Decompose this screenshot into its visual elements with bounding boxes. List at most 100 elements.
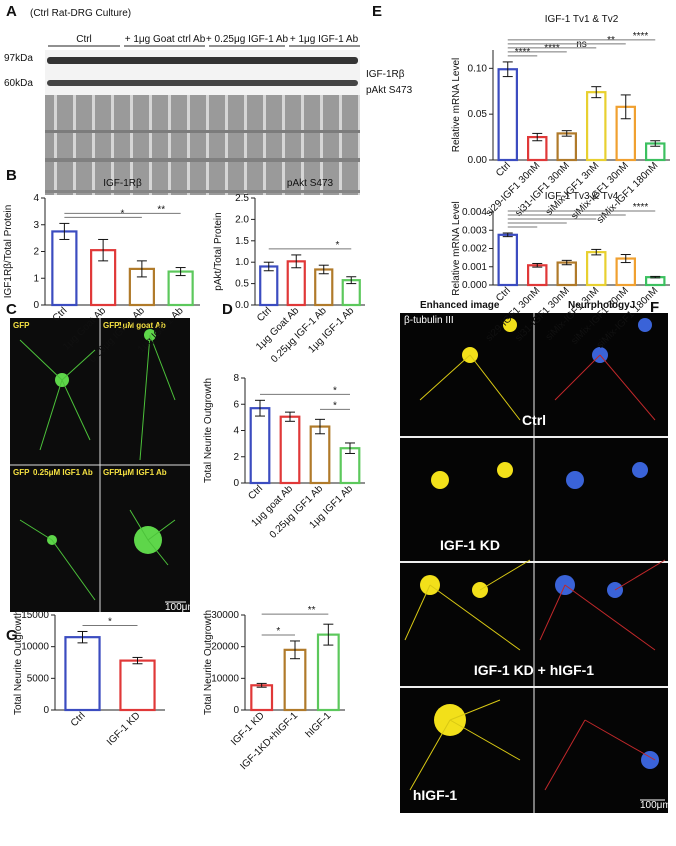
y-tick-label: 5000 bbox=[27, 673, 50, 684]
protein-stain bbox=[45, 95, 360, 195]
y-tick-label: 0.0 bbox=[235, 300, 249, 311]
bar bbox=[586, 91, 607, 162]
y-tick-label: 8 bbox=[233, 373, 239, 384]
bar bbox=[167, 270, 194, 307]
neurite bbox=[129, 509, 176, 566]
panel-letter: A bbox=[6, 3, 17, 20]
y-axis-label: pAkt/Total Protein bbox=[213, 212, 224, 290]
blot-band bbox=[47, 57, 358, 64]
image-label: GFP bbox=[13, 468, 30, 477]
neurite bbox=[19, 339, 96, 451]
y-tick-label: 3 bbox=[33, 220, 39, 231]
kda-marker: 97kDa bbox=[4, 53, 33, 64]
bar bbox=[250, 684, 274, 712]
significance-label: ** bbox=[308, 605, 316, 616]
y-tick-label: 0 bbox=[33, 300, 39, 311]
chart: Total Neurite Outgrowth 0 10000 20000 30000 I… bbox=[203, 605, 345, 772]
bar bbox=[309, 425, 331, 485]
band-label: IGF-1Rβ bbox=[366, 69, 405, 80]
panel-letter: G bbox=[6, 627, 18, 644]
significance-label: ** bbox=[157, 204, 165, 215]
y-axis-label: Relative mRNA Level bbox=[451, 201, 462, 295]
chart-title: IGF-1Rβ bbox=[103, 178, 142, 189]
neurite bbox=[139, 334, 176, 461]
band-label: pAkt S473 bbox=[366, 85, 413, 96]
y-tick-label: 0.5 bbox=[235, 279, 249, 290]
bar bbox=[556, 132, 577, 162]
y-tick-label: 2 bbox=[233, 452, 239, 463]
cell bbox=[431, 471, 449, 489]
x-tick-label: Ctrl bbox=[246, 483, 265, 502]
blot-condition: (Ctrl Rat-DRG Culture) bbox=[30, 8, 131, 19]
image-label: GFP bbox=[13, 321, 30, 330]
y-tick-label: 15000 bbox=[21, 610, 49, 621]
panel-letter: C bbox=[6, 301, 17, 318]
column-header: NeurphologyJ bbox=[568, 300, 635, 311]
y-tick-label: 0.05 bbox=[468, 109, 488, 120]
y-tick-label: 0.000 bbox=[462, 280, 487, 291]
y-axis-label: Total Neurite Outgrowth bbox=[203, 610, 214, 715]
x-tick-label: IGF-1 KD bbox=[105, 710, 143, 748]
significance-label: **** bbox=[633, 31, 649, 42]
bar bbox=[64, 636, 101, 712]
scale-bar-label: 100μm bbox=[165, 602, 196, 613]
y-tick-label: 10000 bbox=[211, 673, 239, 684]
cell bbox=[641, 751, 659, 769]
blot-group: + 1μg Goat ctrl Ab bbox=[125, 34, 206, 45]
scale-bar-label: 100μm bbox=[640, 800, 671, 811]
significance-label: **** bbox=[633, 202, 649, 213]
bar bbox=[259, 265, 279, 307]
bar bbox=[51, 230, 78, 307]
y-axis-label: Total Neurite Outgrowth bbox=[203, 378, 214, 483]
y-axis-label: Relative mRNA Level bbox=[451, 58, 462, 152]
image-label: GFP bbox=[103, 468, 120, 477]
bar bbox=[497, 233, 518, 287]
y-tick-label: 0.10 bbox=[468, 63, 488, 74]
cell bbox=[497, 462, 513, 478]
chart: Total Neurite Outgrowth 0 5000 10000 15000 Ct… bbox=[13, 610, 165, 748]
image-label: 1μM IGF1 Ab bbox=[118, 468, 167, 477]
knockdown-images: Enhanced image NeurphologyJ β-tubulin II… bbox=[400, 300, 671, 813]
panel-letter: F bbox=[650, 299, 659, 316]
significance-label: * bbox=[336, 240, 340, 251]
panel-letter: B bbox=[6, 167, 17, 184]
y-tick-label: 0.001 bbox=[462, 262, 487, 273]
neurite bbox=[404, 354, 531, 791]
y-tick-label: 0.002 bbox=[462, 244, 487, 255]
y-tick-label: 4 bbox=[33, 193, 39, 204]
chart-title: IGF-1 Tv1 & Tv2 bbox=[545, 14, 619, 25]
y-tick-label: 10000 bbox=[21, 642, 49, 653]
y-tick-label: 6 bbox=[233, 399, 239, 410]
y-tick-label: 0 bbox=[43, 705, 49, 716]
chart: pAkt S473 pAkt/Total Protein 0.0 0.5 1.0 1.5 2… bbox=[213, 178, 365, 365]
row-label: hIGF-1 bbox=[413, 787, 458, 803]
image-label: 0.25μM IGF1 Ab bbox=[33, 468, 93, 477]
row-label: IGF-1 KD + hIGF-1 bbox=[474, 662, 594, 678]
y-tick-label: 1 bbox=[33, 273, 39, 284]
chart-title: pAkt S473 bbox=[287, 178, 334, 189]
neurite bbox=[19, 519, 96, 601]
y-tick-label: 20000 bbox=[211, 642, 239, 653]
y-tick-label: 0 bbox=[233, 705, 239, 716]
image-label: 1μM goat Ab bbox=[118, 321, 166, 330]
significance-label: * bbox=[108, 616, 112, 627]
y-tick-label: 2.5 bbox=[235, 193, 249, 204]
y-tick-label: 2 bbox=[33, 247, 39, 258]
x-tick-label: 0.25μg IGF1 Ab bbox=[268, 483, 326, 541]
bar bbox=[314, 268, 334, 307]
x-tick-label: IGF-1KD+hIGF-1 bbox=[238, 710, 300, 772]
micrographs: GFP GFP 1μM goat Ab GFP 0.25μM IGF1 Ab G… bbox=[10, 318, 196, 613]
y-tick-label: 4 bbox=[233, 426, 239, 437]
chart-title: IGF-1 Tv3 & Tv4 bbox=[545, 191, 619, 202]
cell bbox=[503, 318, 517, 332]
row-label: Ctrl bbox=[522, 412, 546, 428]
y-axis-label: IGF1Rβ/Total Protein bbox=[3, 205, 14, 299]
cell bbox=[566, 471, 584, 489]
cell bbox=[632, 462, 648, 478]
x-tick-label: Ctrl bbox=[494, 160, 513, 179]
y-tick-label: 0 bbox=[233, 478, 239, 489]
bar bbox=[279, 415, 301, 485]
